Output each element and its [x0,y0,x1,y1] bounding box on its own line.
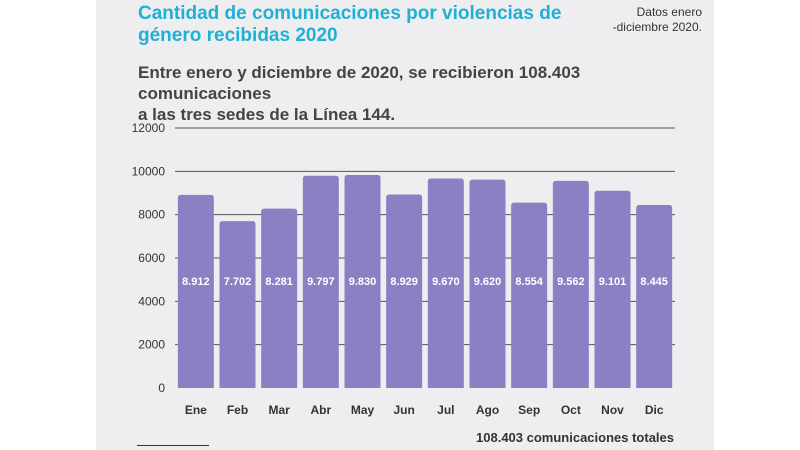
x-tick-label: Nov [601,403,624,417]
x-tick-label: May [351,403,375,417]
y-tick-label: 6000 [138,251,165,265]
bar [511,202,548,388]
x-tick-label: Oct [561,403,581,417]
bar [636,205,673,388]
bar [386,194,423,388]
subtitle-line-1: Entre enero y diciembre de 2020, se reci… [138,63,581,103]
bar-value-label: 9.797 [307,276,335,288]
bar-value-label: 9.562 [557,276,585,288]
bar-value-label: 9.670 [432,276,460,288]
note-line-2: -diciembre 2020. [612,20,702,34]
chart-title: Cantidad de comunicaciones por violencia… [138,3,578,47]
bar [302,175,339,388]
bar [177,194,214,388]
y-tick-label: 2000 [138,338,165,352]
y-tick-label: 0 [158,381,165,395]
date-note: Datos enero -diciembre 2020. [592,5,702,35]
bar-value-label: 8.929 [390,276,418,288]
title-line-1: Cantidad de comunicaciones por violencia… [138,3,562,24]
x-tick-label: Ago [476,403,499,417]
y-tick-label: 10000 [132,164,166,178]
x-tick-label: Jul [437,403,454,417]
x-tick-label: Sep [518,403,540,417]
bar-value-label: 9.101 [599,276,627,288]
bar [469,179,506,388]
x-tick-label: Abr [310,403,331,417]
bar [344,175,381,388]
bar-value-label: 8.445 [640,276,668,288]
bar [594,190,631,388]
bar-value-label: 9.620 [474,276,502,288]
bar-value-label: 9.830 [349,276,377,288]
x-tick-label: Mar [268,403,290,417]
title-line-2: género recibidas 2020 [138,25,338,46]
y-tick-label: 12000 [132,121,166,135]
footer-divider [137,445,209,446]
total-label: 108.403 comunicaciones totales [476,430,674,445]
bar-value-label: 7.702 [224,276,252,288]
bar [219,221,256,388]
bar-value-label: 8.554 [515,276,543,288]
y-tick-label: 4000 [138,294,165,308]
chart-subtitle: Entre enero y diciembre de 2020, se reci… [138,62,698,125]
bar-value-label: 8.912 [182,276,210,288]
x-tick-label: Ene [185,403,207,417]
bar [552,180,589,388]
bar-value-label: 8.281 [265,276,293,288]
subtitle-line-2: a las tres sedes de la Línea 144. [138,105,396,124]
x-tick-label: Jun [393,403,414,417]
bar [427,178,464,388]
bar [261,208,298,388]
x-tick-label: Dic [645,403,664,417]
y-tick-label: 8000 [138,208,165,222]
note-line-1: Datos enero [636,5,702,19]
x-tick-label: Feb [227,403,248,417]
